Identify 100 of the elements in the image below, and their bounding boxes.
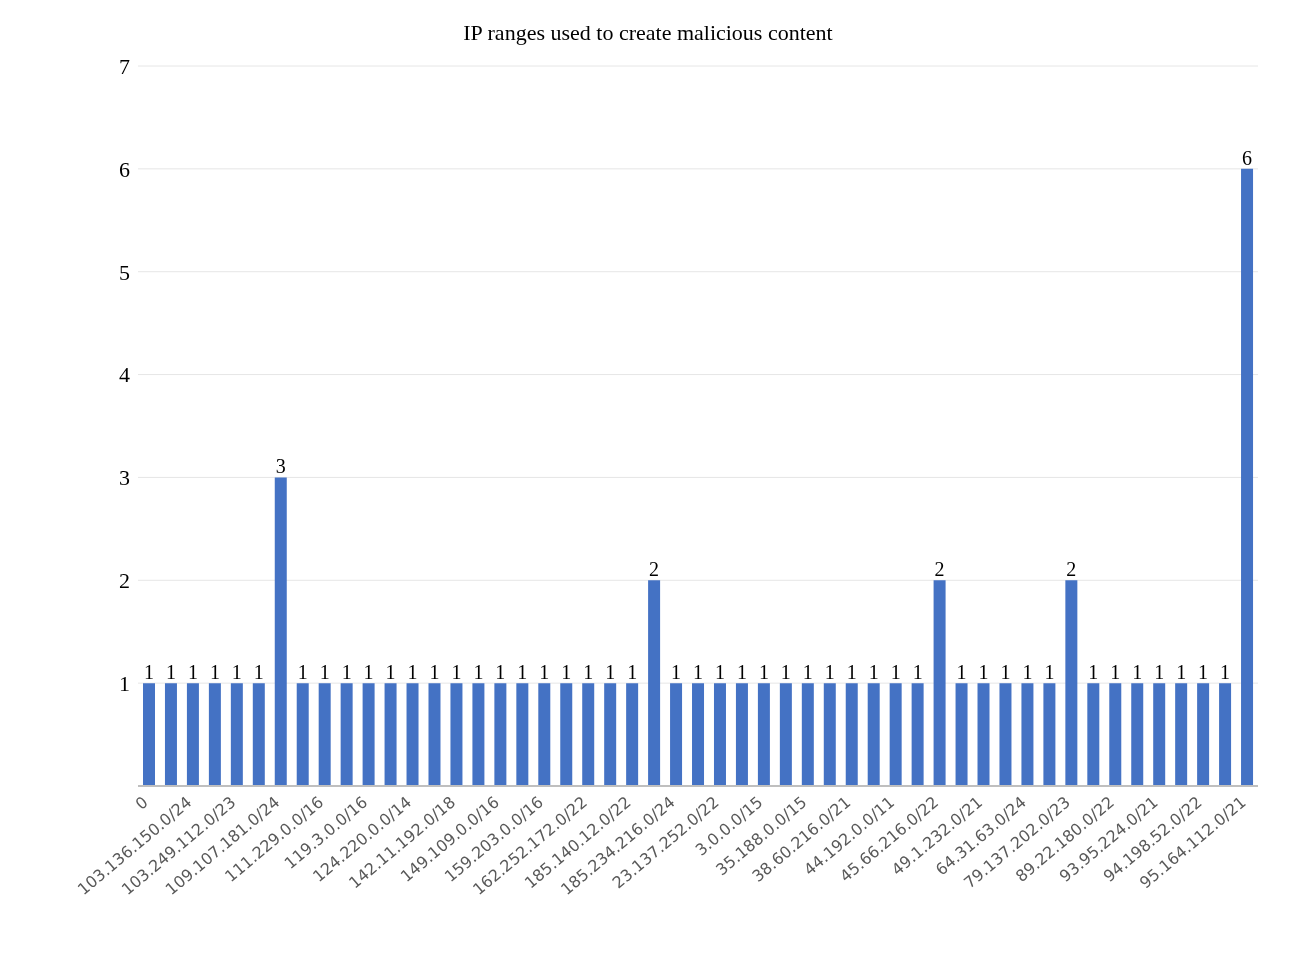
data-label: 1 [1088, 661, 1099, 684]
bar [1241, 168, 1254, 786]
bar [582, 683, 595, 786]
bar [670, 683, 683, 786]
data-label: 2 [934, 558, 945, 581]
data-label: 1 [1176, 661, 1187, 684]
data-label: 1 [671, 661, 682, 684]
bar [999, 683, 1012, 786]
y-tick-label: 2 [119, 568, 130, 594]
bar [1021, 683, 1034, 786]
bar [1043, 683, 1056, 786]
data-label: 2 [1066, 558, 1077, 581]
data-label: 3 [275, 455, 286, 478]
data-label: 1 [714, 661, 725, 684]
data-label: 1 [1220, 661, 1231, 684]
data-label: 1 [758, 661, 769, 684]
bar [538, 683, 551, 786]
data-label: 1 [978, 661, 989, 684]
bar [516, 683, 529, 786]
bar [384, 683, 397, 786]
bar [186, 683, 199, 786]
data-label: 1 [583, 661, 594, 684]
bar [604, 683, 617, 786]
data-label: 1 [1154, 661, 1165, 684]
bar [230, 683, 243, 786]
bar [164, 683, 177, 786]
bar [648, 580, 661, 786]
bar [472, 683, 485, 786]
bar [318, 683, 331, 786]
data-label: 1 [561, 661, 572, 684]
data-label: 1 [517, 661, 528, 684]
bar [450, 683, 463, 786]
bar [889, 683, 902, 786]
y-tick-label: 7 [119, 53, 130, 79]
data-label: 1 [736, 661, 747, 684]
data-label: 1 [1198, 661, 1209, 684]
data-label: 1 [209, 661, 220, 684]
data-label: 2 [649, 558, 660, 581]
data-label: 1 [693, 661, 704, 684]
data-label: 1 [1022, 661, 1033, 684]
bar [362, 683, 375, 786]
data-label: 1 [1132, 661, 1143, 684]
bar [735, 683, 748, 786]
data-label: 1 [187, 661, 198, 684]
y-tick-label: 1 [119, 670, 130, 696]
bar [1197, 683, 1210, 786]
data-label: 1 [253, 661, 264, 684]
data-label: 1 [1000, 661, 1011, 684]
bar [560, 683, 573, 786]
bar [494, 683, 507, 786]
data-label: 1 [319, 661, 330, 684]
data-label: 1 [165, 661, 176, 684]
bar [1109, 683, 1122, 786]
data-label: 1 [539, 661, 550, 684]
data-label: 1 [429, 661, 440, 684]
data-label: 1 [956, 661, 967, 684]
bar [867, 683, 880, 786]
bar [252, 683, 265, 786]
data-label: 1 [890, 661, 901, 684]
bar [845, 683, 858, 786]
bar [823, 683, 836, 786]
y-tick-label: 6 [119, 156, 130, 182]
bar [779, 683, 792, 786]
bar [143, 683, 155, 786]
bar [1219, 683, 1232, 786]
bar [626, 683, 639, 786]
data-label: 1 [1110, 661, 1121, 684]
bar [1065, 580, 1078, 786]
data-label: 1 [495, 661, 506, 684]
bar [406, 683, 419, 786]
y-tick-label: 3 [119, 465, 130, 491]
bar [713, 683, 726, 786]
bar [1175, 683, 1188, 786]
data-label: 1 [231, 661, 242, 684]
data-label: 1 [297, 661, 308, 684]
bar [977, 683, 990, 786]
data-label: 1 [473, 661, 484, 684]
data-label: 1 [868, 661, 879, 684]
data-label: 1 [780, 661, 791, 684]
bar [428, 683, 441, 786]
data-label: 1 [144, 661, 154, 684]
bar [340, 683, 353, 786]
data-label: 1 [363, 661, 374, 684]
bar [1153, 683, 1166, 786]
y-tick-label: 5 [119, 259, 130, 285]
bar [692, 683, 705, 786]
data-label: 1 [802, 661, 813, 684]
data-label: 1 [846, 661, 857, 684]
data-label: 1 [341, 661, 352, 684]
bar [274, 477, 287, 786]
bar [911, 683, 924, 786]
bar [296, 683, 309, 786]
data-label: 1 [1044, 661, 1055, 684]
data-label: 1 [912, 661, 923, 684]
data-label: 1 [451, 661, 462, 684]
data-label: 1 [407, 661, 418, 684]
data-label: 1 [385, 661, 396, 684]
bar [933, 580, 946, 786]
chart-title: IP ranges used to create malicious content [462, 20, 834, 46]
bar [757, 683, 770, 786]
